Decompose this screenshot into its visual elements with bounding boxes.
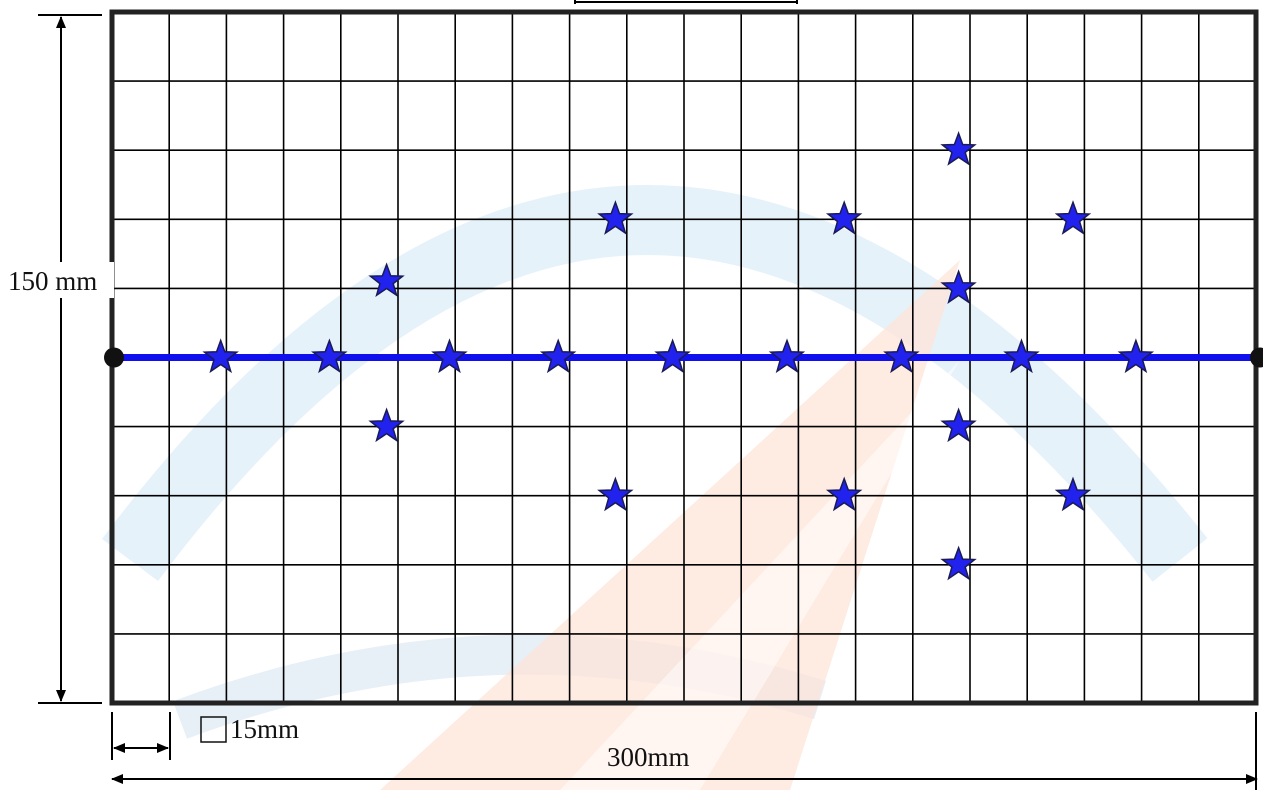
star-marker-icon	[1117, 338, 1155, 374]
height-dimension: 150 mm	[6, 14, 114, 704]
star-marker-icon	[1054, 476, 1092, 512]
star-marker-icon	[940, 269, 977, 304]
star-marker-icon	[883, 338, 920, 374]
star-marker-icon	[311, 338, 348, 374]
height-label-backing	[6, 262, 114, 298]
star-marker-icon	[1054, 200, 1092, 235]
star-marker-icon	[202, 338, 239, 374]
star-marker-icon	[539, 338, 577, 374]
star-marker-icon	[654, 338, 691, 374]
star-marker-icon	[431, 338, 468, 374]
star-marker-icon	[940, 407, 977, 443]
height-label: 150 mm	[8, 266, 97, 296]
center-line-right-endpoint	[1250, 347, 1263, 368]
star-marker-icon	[368, 262, 405, 297]
star-marker-icon	[825, 200, 863, 235]
star-marker-icon	[597, 200, 634, 235]
star-marker-icon	[940, 545, 977, 581]
measurement-points	[202, 131, 1155, 581]
width-label: 300mm	[607, 742, 690, 772]
star-marker-icon	[368, 407, 405, 443]
watermark	[102, 185, 1208, 790]
square-symbol-icon	[200, 716, 227, 743]
star-marker-icon	[1003, 338, 1040, 374]
width-dimension: 300mm	[111, 712, 1258, 790]
cell-size-label: 15mm	[230, 714, 299, 744]
center-line-left-endpoint	[104, 347, 124, 368]
star-marker-icon	[940, 131, 977, 166]
star-marker-icon	[825, 476, 863, 512]
star-marker-icon	[597, 476, 634, 512]
cell-size-dimension: 15mm	[111, 712, 299, 760]
star-marker-icon	[768, 338, 806, 374]
